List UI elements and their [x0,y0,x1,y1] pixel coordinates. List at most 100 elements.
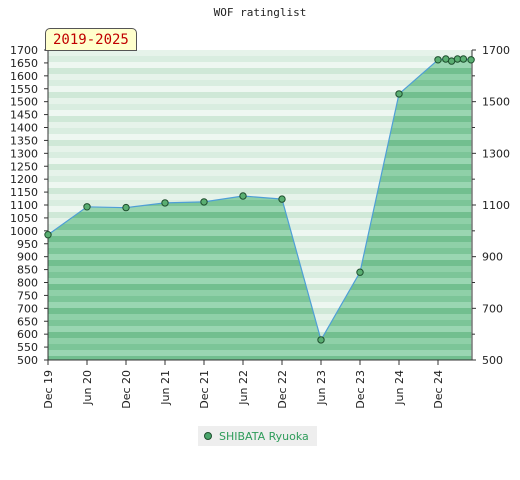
area-band [48,296,472,302]
y-tick-label-left: 1550 [10,83,38,96]
area-band [48,302,472,308]
area-band [48,212,472,218]
y-tick-label-right: 1700 [482,44,510,57]
bg-band [48,146,472,152]
y-tick-label-right: 1500 [482,96,510,109]
data-point[interactable] [239,192,247,200]
area-band [48,200,472,206]
data-point[interactable] [356,268,364,276]
y-axis-left: 5005506006507007508008509009501000105011… [10,44,48,367]
bg-band [48,140,472,146]
x-tick-label: Jun 23 [315,370,328,406]
bg-band [48,56,472,62]
y-tick-label-right: 900 [482,251,503,264]
area-band [48,260,472,266]
y-tick-label-left: 1300 [10,147,38,160]
y-tick-label-left: 1100 [10,199,38,212]
y-tick-label-left: 1150 [10,186,38,199]
area-band [48,308,472,314]
y-tick-label-left: 1650 [10,57,38,70]
data-point[interactable] [278,195,286,203]
y-tick-label-left: 800 [17,277,38,290]
bg-band [48,152,472,158]
bg-band [48,182,472,188]
y-tick-label-left: 650 [17,315,38,328]
bg-band [48,86,472,92]
y-tick-label-left: 1700 [10,44,38,57]
y-tick-label-left: 600 [17,328,38,341]
x-tick-label: Dec 23 [354,370,367,409]
area-band [48,266,472,272]
data-point[interactable] [467,56,475,64]
y-tick-label-left: 1400 [10,122,38,135]
y-tick-label-left: 1350 [10,134,38,147]
data-markers [44,55,475,344]
x-tick-label: Dec 22 [276,370,289,409]
y-tick-label-left: 550 [17,341,38,354]
bg-band [48,122,472,128]
data-point[interactable] [317,336,325,344]
bg-band [48,110,472,116]
bg-band [48,50,472,56]
bg-band [48,170,472,176]
x-tick-label: Dec 19 [42,370,55,409]
area-band [48,254,472,260]
data-point[interactable] [122,203,130,212]
y-tick-label-left: 950 [17,238,38,251]
data-point[interactable] [83,203,91,211]
bg-band [48,104,472,110]
bg-band [48,62,472,68]
y-tick-label-right: 500 [482,354,503,367]
x-tick-label: Jun 20 [81,370,94,406]
y-tick-label-left: 1050 [10,212,38,225]
bg-band [48,80,472,86]
y-tick-label-left: 1500 [10,96,38,109]
area-band [48,206,472,212]
area-band [48,248,472,254]
y-axis-right: 500 700 900 1100 1300 1500 1700 [472,44,510,367]
area-band [48,230,472,236]
area-band [48,284,472,290]
area-band [48,236,472,242]
area-band [48,350,472,356]
data-point[interactable] [161,199,169,207]
y-tick-label-left: 1000 [10,225,38,238]
area-band [48,290,472,296]
x-tick-label: Jun 21 [159,370,172,406]
bg-band [48,134,472,140]
bg-band [48,98,472,104]
legend-marker-icon [204,432,212,440]
bg-band [48,164,472,170]
bg-band [48,74,472,80]
area-band [48,218,472,224]
area-band [48,224,472,230]
bg-band [48,158,472,164]
bg-band [48,92,472,98]
area-band [48,344,472,350]
area-band [48,314,472,320]
legend[interactable]: SHIBATA Ryuoka [198,426,317,446]
y-tick-label-right: 1100 [482,199,510,212]
data-point[interactable] [434,56,442,64]
x-tick-label: Dec 24 [432,370,445,409]
y-tick-label-left: 750 [17,289,38,302]
area-band [48,356,472,360]
bg-band [48,176,472,182]
y-tick-label-right: 1300 [482,147,510,160]
y-tick-label-left: 500 [17,354,38,367]
area-band [48,320,472,326]
bg-band [48,188,472,194]
data-point[interactable] [200,198,208,206]
area-band [48,242,472,248]
y-tick-label-left: 700 [17,302,38,315]
y-tick-label-right: 700 [482,302,503,315]
data-point[interactable] [44,231,52,239]
x-tick-label: Dec 20 [120,370,133,409]
bg-band [48,68,472,74]
area-band [48,278,472,284]
data-point[interactable] [459,55,468,63]
data-point[interactable] [395,90,403,98]
area-band [48,338,472,344]
y-tick-label-left: 1200 [10,173,38,186]
